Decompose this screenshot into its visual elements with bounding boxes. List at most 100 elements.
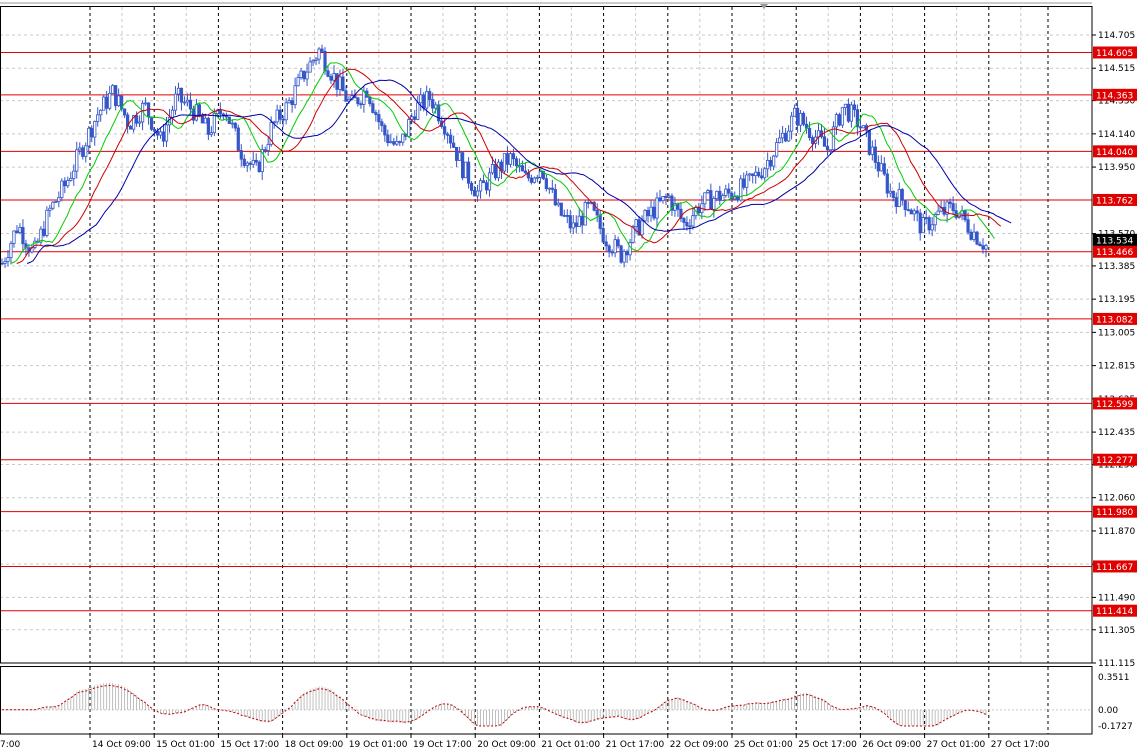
- candle-body: [69, 177, 73, 181]
- candle-body: [257, 161, 261, 173]
- candle-body: [742, 178, 746, 188]
- candle-body: [496, 161, 501, 179]
- candle-body: [574, 222, 578, 228]
- candle-body: [828, 149, 833, 152]
- candle-body: [640, 220, 644, 236]
- candle-body: [763, 168, 767, 179]
- candle-body: [194, 104, 199, 121]
- candle-body: [945, 201, 949, 215]
- candle-body: [709, 190, 713, 210]
- candle-body: [105, 96, 109, 109]
- candle-body: [446, 133, 450, 136]
- candle-body: [511, 153, 516, 160]
- candle-body: [843, 103, 848, 109]
- candle-body: [9, 242, 13, 259]
- candle-body: [236, 127, 240, 151]
- candle-body: [173, 93, 178, 111]
- candle-body: [646, 210, 650, 217]
- candle-body: [302, 70, 306, 80]
- candle-body: [416, 102, 420, 120]
- candle-body: [431, 99, 435, 109]
- level-label-bg: [1093, 312, 1137, 325]
- price-tick-label: 113.005: [1098, 328, 1135, 338]
- candle-body: [239, 150, 243, 160]
- candle-body: [649, 206, 653, 217]
- candle-body: [296, 77, 300, 87]
- level-label: 113.466: [1096, 248, 1133, 258]
- candle-body: [428, 91, 432, 100]
- candle-body: [655, 197, 659, 219]
- time-label: 22 Oct 09:00: [670, 740, 729, 750]
- candle-body: [233, 122, 237, 129]
- candle-body: [921, 217, 925, 234]
- candle-body: [179, 87, 184, 103]
- candle-body: [359, 103, 363, 106]
- candle-body: [586, 202, 590, 204]
- oscillator: [0, 682, 1092, 727]
- candle-body: [131, 115, 136, 130]
- candle-body: [915, 210, 919, 214]
- candle-body: [772, 155, 776, 167]
- candle-body: [242, 158, 246, 166]
- candle-body: [801, 112, 806, 125]
- candle-body: [670, 195, 674, 211]
- candle-body: [900, 189, 904, 201]
- candle-body: [631, 226, 635, 243]
- candle-body: [182, 101, 187, 104]
- candle-body: [15, 230, 19, 233]
- candle-body: [927, 217, 931, 231]
- candle-body: [580, 215, 584, 226]
- candle-body: [6, 257, 10, 262]
- candle-body: [879, 163, 883, 172]
- candle-body: [876, 162, 880, 172]
- candle-body: [715, 190, 719, 199]
- candle-body: [664, 196, 668, 198]
- candle-body: [607, 245, 611, 253]
- candle-body: [849, 104, 854, 122]
- candle-body: [149, 116, 154, 130]
- candle-body: [188, 99, 193, 110]
- candle-body: [398, 141, 402, 143]
- candle-body: [161, 131, 166, 142]
- candle-body: [389, 141, 393, 144]
- candle-body: [778, 137, 782, 143]
- candle-body: [658, 197, 662, 202]
- candle-body: [933, 214, 937, 226]
- candle-body: [57, 197, 61, 202]
- candle-body: [341, 76, 345, 92]
- grid: [0, 7, 1092, 664]
- price-tick-label: 113.195: [1098, 295, 1135, 305]
- candle-body: [781, 132, 785, 139]
- candle-body: [170, 109, 175, 118]
- candle-body: [909, 209, 913, 215]
- candle-body: [425, 91, 429, 109]
- price-tick-label: 111.305: [1098, 626, 1135, 636]
- candle-body: [718, 190, 722, 201]
- candle-body: [419, 94, 423, 104]
- candle-body: [984, 245, 988, 250]
- level-label-bg: [1093, 145, 1137, 158]
- candle-body: [472, 190, 477, 197]
- candle-body: [882, 163, 886, 175]
- candle-body: [724, 188, 728, 197]
- candle-body: [326, 70, 330, 77]
- level-labels: 114.605 114.363 114.040 113.762 113.466 113.0…: [1093, 46, 1137, 617]
- ma-slow-line: [26, 79, 1012, 264]
- price-tick-label: 112.060: [1098, 494, 1135, 504]
- candle-body: [284, 102, 288, 121]
- candle-body: [263, 149, 267, 152]
- time-label: 27 Oct 01:00: [927, 740, 986, 750]
- candle-body: [784, 132, 788, 142]
- candle-body: [553, 189, 557, 206]
- candle-body: [903, 199, 907, 210]
- horizontal-levels: [0, 51, 1092, 612]
- candle-body: [736, 196, 740, 201]
- level-label-bg: [1093, 193, 1137, 206]
- candle-body: [625, 251, 629, 256]
- level-label: 114.040: [1096, 148, 1133, 158]
- candle-body: [673, 203, 677, 211]
- candle-body: [299, 70, 303, 78]
- level-label-bg: [1093, 453, 1137, 466]
- candle-body: [422, 94, 426, 109]
